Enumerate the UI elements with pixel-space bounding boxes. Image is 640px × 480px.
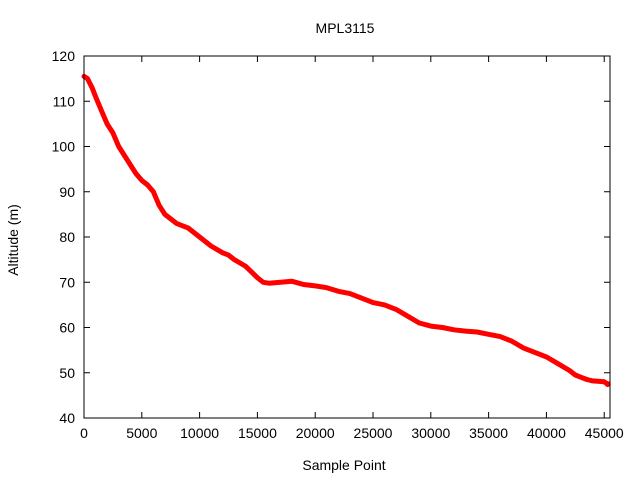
y-tick-label: 60 <box>59 320 75 336</box>
x-axis-label: Sample Point <box>302 457 385 473</box>
x-tick-label: 20000 <box>296 425 335 441</box>
x-tick-label: 10000 <box>180 425 219 441</box>
series-line-0 <box>81 73 611 387</box>
x-tick-label: 5000 <box>126 425 157 441</box>
y-tick-label: 110 <box>53 93 76 109</box>
plot-area <box>81 73 611 388</box>
x-tick-label: 25000 <box>354 425 393 441</box>
series-end-point <box>604 381 611 388</box>
x-tick-label: 0 <box>80 425 88 441</box>
y-axis-label: Altitude (m) <box>5 204 21 276</box>
y-tick-label: 80 <box>59 229 75 245</box>
y-axis: 40 50 60 70 80 90 100 110 120 <box>52 48 610 426</box>
plot-frame <box>83 55 611 419</box>
x-tick-label: 45000 <box>585 425 624 441</box>
x-tick-label: 35000 <box>469 425 508 441</box>
y-tick-label: 90 <box>59 184 75 200</box>
y-tick-label: 120 <box>52 48 76 64</box>
y-tick-label: 70 <box>59 274 75 290</box>
x-tick-label: 30000 <box>411 425 450 441</box>
x-axis: 0 5000 10000 15000 20000 25000 30000 35000 40000… <box>80 56 624 441</box>
chart-title: MPL3115 <box>316 20 375 36</box>
y-tick-label: 100 <box>52 139 76 155</box>
x-tick-label: 15000 <box>238 425 277 441</box>
y-tick-label: 50 <box>59 365 75 381</box>
x-tick-label: 40000 <box>527 425 566 441</box>
y-tick-label: 40 <box>59 410 75 426</box>
